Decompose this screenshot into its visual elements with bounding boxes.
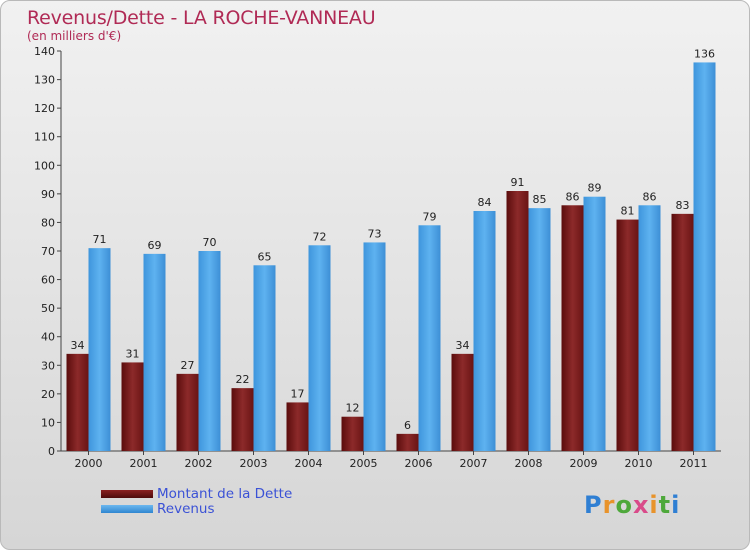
chart-title: Revenus/Dette - LA ROCHE-VANNEAU <box>27 7 376 29</box>
bar-revenus <box>308 245 331 451</box>
bar-revenus <box>363 242 386 451</box>
data-label: 81 <box>621 205 635 218</box>
bar-revenus <box>473 211 496 451</box>
x-tick-label: 2003 <box>240 457 268 470</box>
legend-swatch-dette <box>101 490 153 498</box>
legend-label-dette: Montant de la Dette <box>157 486 293 502</box>
y-tick-label: 130 <box>34 74 55 87</box>
data-label: 69 <box>148 239 162 252</box>
bar-dette <box>231 388 254 451</box>
y-tick-label: 100 <box>34 159 55 172</box>
bar-dette <box>176 373 199 451</box>
bar-revenus <box>693 62 716 452</box>
bar-revenus <box>583 196 606 451</box>
logo-letter: t <box>658 491 672 519</box>
bar-dette <box>121 362 144 451</box>
data-label: 6 <box>404 419 411 432</box>
x-tick-label: 2002 <box>185 457 213 470</box>
bar-dette <box>616 219 639 451</box>
legend-swatch-revenus <box>101 505 153 513</box>
y-tick-label: 40 <box>41 331 55 344</box>
y-tick-label: 140 <box>34 45 55 58</box>
bar-revenus <box>143 253 166 451</box>
bar-dette <box>286 402 309 451</box>
logo-letter: o <box>615 491 633 519</box>
logo-letter: i <box>649 491 659 519</box>
bar-revenus <box>638 205 661 451</box>
x-tick-label: 2006 <box>405 457 433 470</box>
bar-dette <box>671 213 694 451</box>
x-tick-label: 2005 <box>350 457 378 470</box>
logo-letter: r <box>602 491 616 519</box>
bar-dette <box>66 353 89 451</box>
x-tick-label: 2010 <box>625 457 653 470</box>
data-label: 72 <box>313 230 327 243</box>
y-tick-label: 50 <box>41 302 55 315</box>
bar-revenus <box>253 265 276 451</box>
y-tick-label: 80 <box>41 216 55 229</box>
y-tick-label: 70 <box>41 245 55 258</box>
data-label: 85 <box>533 193 547 206</box>
bar-dette <box>451 353 474 451</box>
data-label: 89 <box>588 182 602 195</box>
bar-dette <box>561 205 584 451</box>
legend-item-revenus: Revenus <box>101 501 361 517</box>
data-label: 70 <box>203 236 217 249</box>
data-label: 79 <box>423 210 437 223</box>
y-tick-label: 60 <box>41 274 55 287</box>
data-label: 86 <box>566 190 580 203</box>
x-tick-label: 2008 <box>515 457 543 470</box>
data-label: 22 <box>236 373 250 386</box>
legend: Montant de la Dette Revenus <box>101 486 361 517</box>
logo-letter: x <box>632 491 650 519</box>
x-tick-label: 2000 <box>75 457 103 470</box>
data-label: 31 <box>126 347 140 360</box>
x-tick-label: 2001 <box>130 457 158 470</box>
y-tick-label: 120 <box>34 102 55 115</box>
bar-revenus <box>528 208 551 451</box>
y-tick-label: 0 <box>48 445 55 458</box>
data-label: 86 <box>643 190 657 203</box>
y-tick-label: 10 <box>41 416 55 429</box>
data-label: 27 <box>181 359 195 372</box>
bar-revenus <box>198 251 221 451</box>
y-tick-label: 90 <box>41 188 55 201</box>
data-label: 65 <box>258 250 272 263</box>
data-label: 34 <box>456 339 470 352</box>
y-tick-label: 110 <box>34 131 55 144</box>
data-label: 136 <box>694 47 715 60</box>
x-tick-label: 2004 <box>295 457 323 470</box>
bar-revenus <box>418 225 441 451</box>
bar-dette <box>341 416 364 451</box>
bar-dette <box>506 191 529 451</box>
legend-item-dette: Montant de la Dette <box>101 486 361 502</box>
data-label: 17 <box>291 387 305 400</box>
y-tick-label: 20 <box>41 388 55 401</box>
x-tick-label: 2011 <box>680 457 708 470</box>
logo-letter: P <box>584 491 603 519</box>
data-label: 71 <box>93 233 107 246</box>
data-label: 91 <box>511 176 525 189</box>
legend-label-revenus: Revenus <box>157 501 215 517</box>
x-tick-label: 2009 <box>570 457 598 470</box>
data-label: 84 <box>478 196 492 209</box>
proxiti-logo: Proxiti <box>584 491 680 519</box>
y-tick-label: 30 <box>41 359 55 372</box>
data-label: 34 <box>71 339 85 352</box>
data-label: 12 <box>346 402 360 415</box>
x-tick-label: 2007 <box>460 457 488 470</box>
data-label: 73 <box>368 227 382 240</box>
chart-subtitle: (en milliers d'€) <box>27 29 122 43</box>
bar-dette <box>396 433 419 451</box>
bar-revenus <box>88 248 111 451</box>
data-label: 83 <box>676 199 690 212</box>
logo-letter: i <box>671 491 681 519</box>
